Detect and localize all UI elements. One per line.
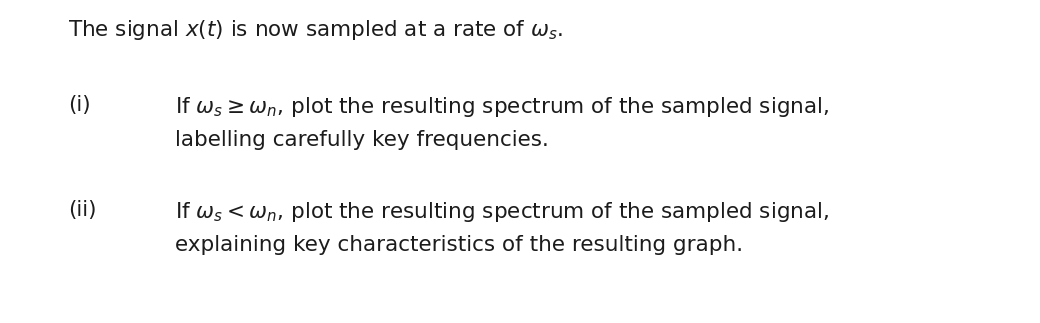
Text: (ii): (ii) <box>68 200 97 220</box>
Text: explaining key characteristics of the resulting graph.: explaining key characteristics of the re… <box>175 235 744 255</box>
Text: (i): (i) <box>68 95 90 115</box>
Text: labelling carefully key frequencies.: labelling carefully key frequencies. <box>175 130 549 150</box>
Text: If $\omega_s \geq \omega_n$, plot the resulting spectrum of the sampled signal,: If $\omega_s \geq \omega_n$, plot the re… <box>175 95 829 119</box>
Text: The signal $x(t)$ is now sampled at a rate of $\omega_s$.: The signal $x(t)$ is now sampled at a ra… <box>68 18 564 42</box>
Text: If $\omega_s < \omega_n$, plot the resulting spectrum of the sampled signal,: If $\omega_s < \omega_n$, plot the resul… <box>175 200 829 224</box>
